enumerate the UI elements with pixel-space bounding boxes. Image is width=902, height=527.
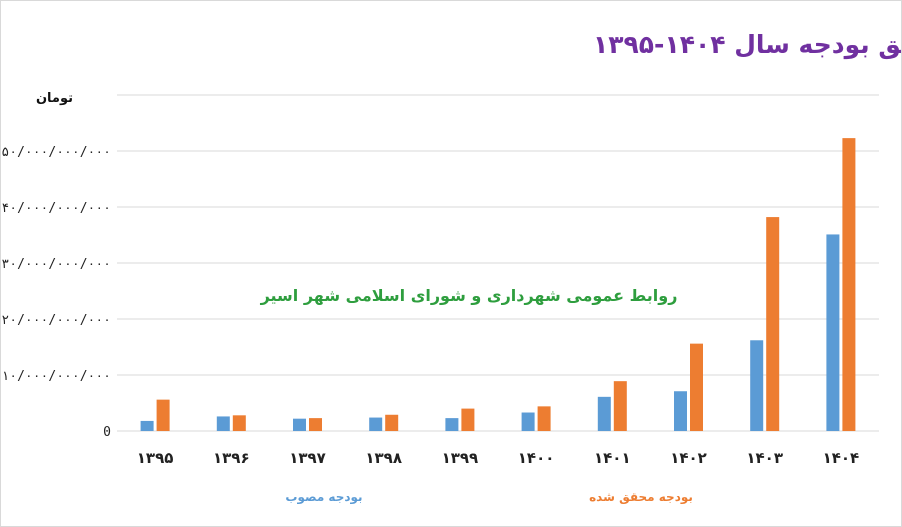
x-tick-label: ۱۴۰۰ — [518, 449, 555, 467]
x-tick-label: ۱۳۹۵ — [137, 449, 174, 467]
bar-realized-4 — [385, 414, 399, 431]
bar-realized-10 — [842, 138, 856, 431]
x-tick-label: ۱۳۹۸ — [365, 449, 402, 467]
bar-approved-7 — [597, 396, 611, 431]
bar-approved-2 — [216, 416, 230, 431]
bar-realized-5 — [461, 408, 475, 431]
y-tick-label: ۵۰/۰۰۰/۰۰۰/۰۰۰ — [1, 145, 111, 160]
gridlines — [117, 94, 879, 432]
bar-approved-5 — [445, 418, 459, 431]
bar-realized-1 — [156, 399, 170, 431]
x-tick-label: ۱۳۹۷ — [289, 449, 326, 467]
y-tick-label: ۴۰/۰۰۰/۰۰۰/۰۰۰ — [1, 201, 111, 216]
bar-approved-9 — [750, 340, 764, 431]
y-tick-label: ۳۰/۰۰۰/۰۰۰/۰۰۰ — [1, 257, 111, 272]
bar-realized-7 — [613, 381, 627, 431]
legend-item-approved: بودجه مصوب — [285, 490, 362, 505]
bar-approved-4 — [369, 417, 383, 431]
unit-label: تومان — [36, 91, 73, 106]
x-tick-label: ۱۴۰۳ — [746, 449, 783, 467]
bar-realized-2 — [232, 415, 246, 431]
bars — [140, 138, 856, 431]
legend: بودجه مصوب بودجه محقق شده — [285, 490, 692, 505]
chart-title: روند تغییرات و تحقق بودجه سال ۱۴۰۴-۱۳۹۵ — [593, 30, 901, 60]
y-axis-ticks: 0 ۱۰/۰۰۰/۰۰۰/۰۰۰ ۲۰/۰۰۰/۰۰۰/۰۰۰ ۳۰/۰۰۰/۰۰۰/… — [1, 145, 111, 440]
bar-approved-6 — [521, 412, 535, 431]
bar-realized-3 — [309, 418, 322, 431]
x-axis-ticks: ۱۳۹۵ ۱۳۹۶ ۱۳۹۷ ۱۳۹۸ ۱۳۹۹ ۱۴۰۰ ۱۴۰۱ ۱۴۰۲ ۱۴۰۳ ۱۴۰۴ — [137, 449, 859, 467]
bar-realized-6 — [537, 406, 551, 431]
bar-approved-3 — [293, 418, 306, 431]
bar-approved-1 — [140, 420, 154, 431]
x-tick-label: ۱۴۰۲ — [670, 449, 707, 467]
watermark-annotation: روابط عمومی شهرداری و شورای اسلامی شهر ا… — [260, 286, 678, 305]
legend-item-realized: بودجه محقق شده — [589, 490, 693, 505]
x-tick-label: ۱۳۹۶ — [213, 449, 250, 467]
bar-approved-10 — [826, 234, 840, 431]
bar-realized-8 — [690, 343, 703, 431]
y-tick-label: 0 — [103, 425, 111, 440]
y-tick-label: ۲۰/۰۰۰/۰۰۰/۰۰۰ — [1, 313, 111, 328]
bar-approved-8 — [674, 391, 687, 431]
y-tick-label: ۱۰/۰۰۰/۰۰۰/۰۰۰ — [1, 369, 111, 384]
x-tick-label: ۱۳۹۹ — [442, 449, 479, 467]
x-tick-label: ۱۴۰۴ — [823, 449, 860, 467]
x-tick-label: ۱۴۰۱ — [594, 449, 631, 467]
bar-realized-9 — [766, 217, 780, 431]
